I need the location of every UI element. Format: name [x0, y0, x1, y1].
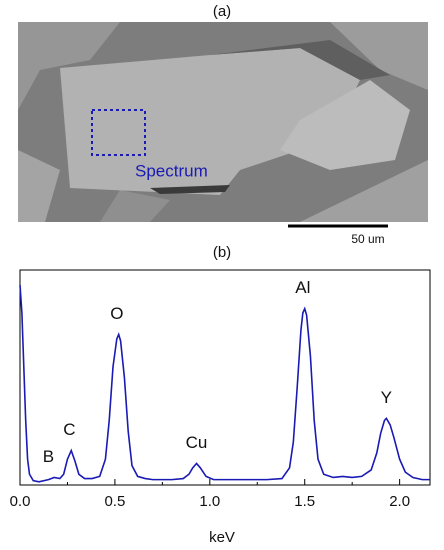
x-tick-label: 1.0	[199, 493, 220, 510]
panel-label: (a)	[213, 3, 231, 20]
scale-bar-label: 50 um	[351, 232, 384, 246]
peak-label: B	[43, 447, 54, 466]
sem-image: Spectrum 50 um	[18, 22, 428, 246]
plot-frame	[19, 269, 431, 486]
spectrum-annotation: Spectrum	[135, 161, 208, 180]
peak-label: O	[110, 304, 123, 323]
x-tick-label: 1.5	[294, 493, 315, 510]
x-tick-label: 2.0	[389, 493, 410, 510]
spectrum-line	[19, 284, 430, 483]
peak-label: C	[63, 420, 75, 439]
peak-label: Y	[381, 388, 392, 407]
x-axis-label: keV	[209, 529, 235, 546]
panel-label: (b)	[213, 244, 231, 261]
peak-label: Al	[295, 278, 310, 297]
x-tick-label: 0.0	[10, 493, 31, 510]
peak-label: Cu	[186, 433, 208, 452]
x-tick-label: 0.5	[104, 493, 125, 510]
